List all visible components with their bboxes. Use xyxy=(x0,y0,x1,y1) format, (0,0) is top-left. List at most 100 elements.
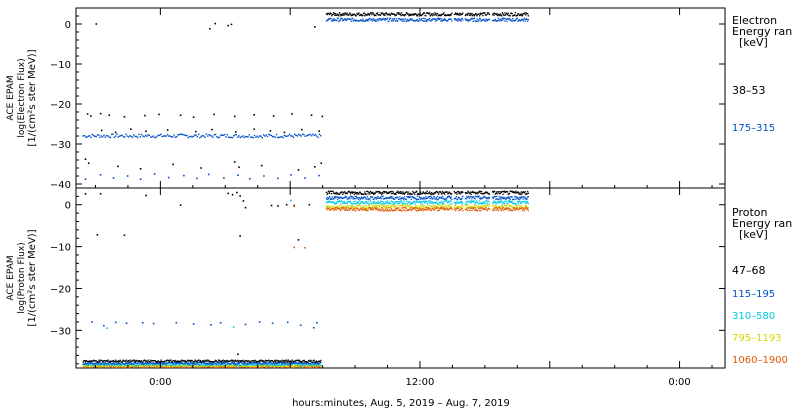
data-point xyxy=(450,207,452,209)
data-point xyxy=(448,201,450,203)
data-point xyxy=(377,208,379,210)
data-point xyxy=(287,359,289,361)
data-point xyxy=(418,201,420,203)
data-point xyxy=(434,191,437,194)
data-point xyxy=(401,210,404,212)
data-point xyxy=(416,18,419,21)
data-point xyxy=(93,364,95,366)
data-point xyxy=(274,136,276,139)
data-point xyxy=(274,361,277,363)
data-point xyxy=(424,209,426,211)
data-point xyxy=(418,15,420,17)
data-point xyxy=(410,202,412,204)
data-point xyxy=(145,364,147,366)
data-point xyxy=(258,363,260,365)
data-point xyxy=(243,365,245,368)
data-point xyxy=(182,365,184,367)
data-point xyxy=(429,209,431,211)
data-point xyxy=(351,18,353,20)
data-point xyxy=(467,206,470,209)
data-point xyxy=(209,134,212,137)
data-point xyxy=(149,364,151,366)
data-point xyxy=(506,13,508,15)
data-point xyxy=(386,207,389,209)
data-point xyxy=(257,136,260,139)
data-point xyxy=(488,207,490,209)
data-point xyxy=(164,362,166,364)
data-point xyxy=(516,196,518,198)
data-point xyxy=(328,200,330,202)
data-point xyxy=(456,193,458,195)
data-point xyxy=(432,205,434,207)
data-point xyxy=(110,364,112,366)
data-point xyxy=(239,363,241,366)
data-point xyxy=(279,360,281,362)
data-point xyxy=(239,361,241,364)
data-point xyxy=(414,20,417,22)
data-point xyxy=(378,202,380,205)
data-point xyxy=(182,364,184,367)
data-point xyxy=(332,18,334,20)
data-point xyxy=(262,362,264,364)
data-point xyxy=(261,363,263,365)
data-point xyxy=(99,366,101,368)
data-point xyxy=(183,359,185,362)
data-point xyxy=(506,208,509,210)
data-point xyxy=(437,15,439,17)
time-axis: 0:00 12:00 0:00 xyxy=(94,8,713,388)
data-point xyxy=(236,359,239,361)
data-point xyxy=(408,19,411,21)
data-point xyxy=(418,207,420,209)
data-point xyxy=(106,365,109,368)
data-point xyxy=(516,15,518,17)
data-point xyxy=(144,361,146,364)
data-point xyxy=(509,15,511,17)
data-point xyxy=(158,365,161,368)
data-point xyxy=(212,365,215,367)
data-point xyxy=(239,361,242,363)
data-point xyxy=(397,196,399,199)
data-point xyxy=(286,135,288,138)
data-point xyxy=(352,198,354,200)
data-point xyxy=(388,197,390,199)
data-point xyxy=(161,364,164,366)
data-point xyxy=(125,364,127,366)
data-point xyxy=(219,366,221,368)
data-point xyxy=(515,198,517,200)
data-point xyxy=(253,361,255,363)
data-point xyxy=(258,321,261,323)
data-point xyxy=(111,363,113,365)
data-point xyxy=(127,364,130,366)
data-point xyxy=(349,197,351,200)
data-point xyxy=(442,204,444,206)
data-point xyxy=(303,362,305,364)
data-point xyxy=(345,13,347,15)
data-point xyxy=(325,201,328,204)
data-point xyxy=(405,208,407,210)
data-point xyxy=(377,20,380,22)
data-point xyxy=(176,365,178,367)
data-point xyxy=(176,362,178,364)
data-point xyxy=(399,192,401,194)
data-point xyxy=(131,136,134,138)
data-point xyxy=(136,364,138,367)
data-point xyxy=(183,362,186,365)
data-point xyxy=(357,191,359,194)
data-point xyxy=(266,135,269,138)
data-point xyxy=(233,361,236,363)
data-point xyxy=(217,362,219,365)
data-point xyxy=(145,194,147,197)
data-point xyxy=(313,364,315,366)
data-point xyxy=(151,365,153,368)
data-point xyxy=(294,364,296,366)
data-point xyxy=(454,202,456,204)
data-point xyxy=(178,362,180,364)
data-point xyxy=(286,359,288,361)
data-point xyxy=(185,361,187,363)
data-point xyxy=(299,362,301,364)
data-point xyxy=(473,209,476,211)
data-point xyxy=(96,363,99,365)
data-point xyxy=(130,363,132,365)
data-point xyxy=(236,365,239,368)
